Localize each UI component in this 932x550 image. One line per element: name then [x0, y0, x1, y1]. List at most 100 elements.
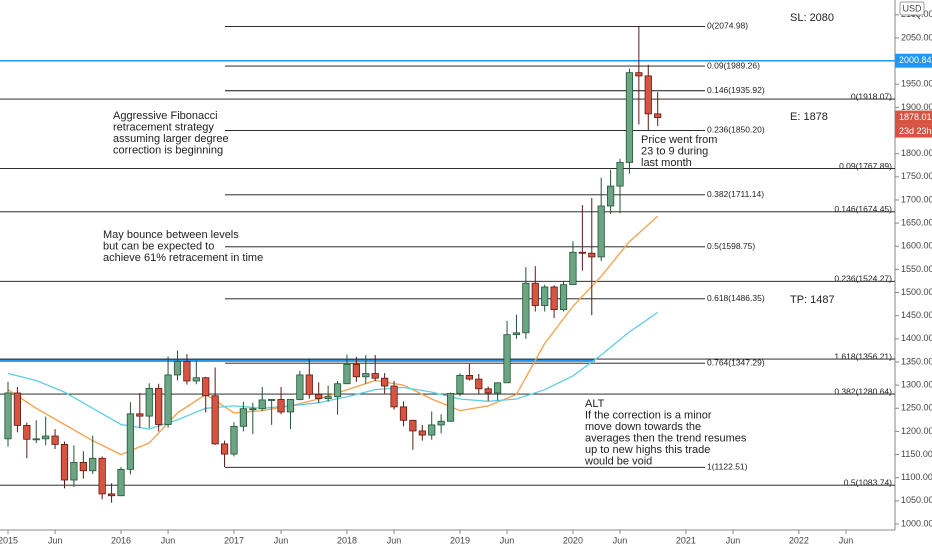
- fib-label: 0.236(1524.27): [834, 274, 892, 284]
- candle-body: [390, 385, 398, 408]
- price-tag: [895, 53, 932, 68]
- candle-body: [155, 387, 163, 425]
- x-tick-label: 2017: [224, 535, 244, 545]
- fib-label: 0(1918.07): [851, 91, 892, 101]
- candle-body: [456, 374, 464, 394]
- y-tick-label: 1950.00: [901, 79, 932, 89]
- x-tick-label: 2015: [0, 535, 18, 545]
- candle-body: [164, 374, 172, 425]
- candle-body: [597, 205, 605, 258]
- candle-body: [324, 396, 332, 399]
- y-tick-label: 1900.00: [901, 102, 932, 112]
- annotation: 23 to 9 during: [641, 145, 708, 157]
- x-tick-label: Jun: [161, 535, 176, 545]
- y-tick-label: 1150.00: [901, 449, 932, 459]
- x-tick-label: 2019: [450, 535, 470, 545]
- y-tick-label: 1450.00: [901, 310, 932, 320]
- x-tick-label: 2018: [337, 535, 357, 545]
- x-tick-label: 2022: [789, 535, 809, 545]
- candle-body: [522, 282, 530, 334]
- candle-body: [268, 399, 276, 401]
- candle-body: [437, 420, 445, 426]
- y-tick-label: 1600.00: [901, 241, 932, 251]
- y-tick-label: 1200.00: [901, 426, 932, 436]
- candle-body: [541, 286, 549, 306]
- fib-label: 0.5(1598.75): [707, 241, 755, 251]
- annotation: E: 1878: [790, 111, 828, 123]
- moving-average: [7, 215, 659, 456]
- candle-body: [343, 363, 351, 385]
- y-tick-label: 1800.00: [901, 148, 932, 158]
- candle-body: [89, 457, 97, 472]
- annotation: May bounce between levels: [103, 229, 239, 241]
- candle-body: [136, 413, 144, 417]
- candle-body: [258, 399, 266, 410]
- annotation: last month: [641, 157, 692, 169]
- y-tick-label: 2050.00: [901, 32, 932, 42]
- candle-body: [70, 462, 78, 481]
- x-tick-label: Jun: [387, 535, 402, 545]
- candle-body: [173, 361, 182, 376]
- candle-body: [249, 408, 257, 411]
- candle-body: [117, 468, 125, 497]
- candle-body: [484, 388, 492, 394]
- candle-body: [315, 393, 323, 399]
- x-tick-label: 2020: [563, 535, 583, 545]
- plot: [0, 25, 895, 503]
- candle-body: [446, 393, 455, 422]
- candle-body: [286, 399, 295, 413]
- y-tick-label: 1350.00: [901, 356, 932, 366]
- candle-body: [277, 399, 285, 413]
- candle-body: [371, 373, 379, 379]
- y-tick-label: 1750.00: [901, 171, 932, 181]
- search-icon[interactable]: [915, 14, 921, 20]
- price-tag-label: 1878.01: [899, 112, 932, 122]
- candle-body: [333, 383, 342, 398]
- annotation: retracement strategy: [113, 121, 214, 133]
- candle-body: [79, 462, 87, 472]
- x-tick-label: Jun: [726, 535, 741, 545]
- candle-body: [418, 430, 426, 436]
- candle-body: [192, 377, 200, 382]
- fib-label: 0.09(1989.26): [707, 60, 760, 70]
- annotation: but can be expected to: [103, 240, 214, 252]
- candle-body: [625, 72, 634, 163]
- fib-label: 0.5(1083.74): [844, 477, 892, 487]
- fib-label: 0.146(1935.92): [707, 85, 765, 95]
- annotation: assuming larger degree: [113, 133, 229, 145]
- annotation: ALT: [585, 398, 605, 410]
- candle-body: [239, 408, 247, 427]
- fib-label: 0.618(1486.35): [707, 293, 765, 303]
- candle-body: [362, 373, 370, 378]
- candle-body: [607, 185, 615, 207]
- candle-body: [654, 113, 662, 118]
- annotation: correction is beginning: [113, 144, 223, 156]
- y-tick-label: 1650.00: [901, 217, 932, 227]
- candle-body: [588, 252, 596, 258]
- annotation: SL: 2080: [790, 12, 834, 24]
- fib-label: 0.764(1347.29): [707, 357, 765, 367]
- candle-body: [616, 162, 624, 187]
- candle-body: [183, 361, 191, 382]
- candle-body: [23, 424, 31, 440]
- candle-body: [305, 374, 313, 395]
- y-tick-label: 1100.00: [901, 472, 932, 482]
- x-tick-label: 2016: [111, 535, 131, 545]
- fib-label: 0.09(1767.89): [839, 161, 892, 171]
- fib-label: 0.382(1711.14): [707, 189, 764, 199]
- candle-body: [202, 377, 210, 397]
- candle-body: [296, 374, 304, 400]
- candle-body: [381, 377, 389, 387]
- candle-body: [60, 443, 69, 481]
- candle-body: [503, 334, 511, 384]
- candle-body: [4, 392, 12, 440]
- currency-label: USD: [902, 3, 922, 13]
- candle-body: [98, 457, 106, 495]
- candle-body: [465, 374, 473, 380]
- candle-body: [32, 438, 40, 441]
- candle-body: [126, 413, 135, 470]
- y-tick-label: 1250.00: [901, 403, 932, 413]
- x-tick-label: 2021: [676, 535, 696, 545]
- x-tick-label: Jun: [500, 535, 515, 545]
